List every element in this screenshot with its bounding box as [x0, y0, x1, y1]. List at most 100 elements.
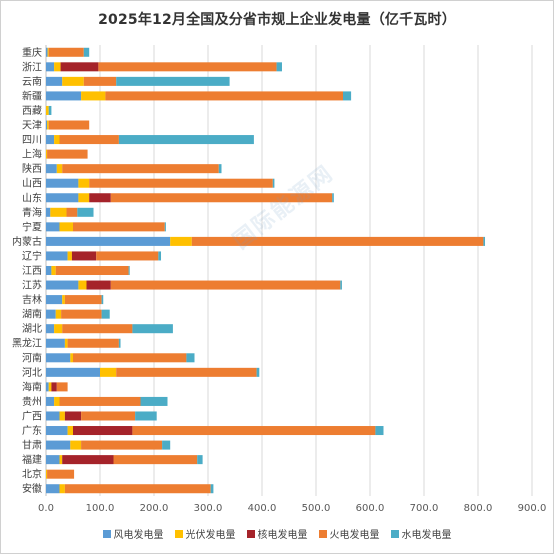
- bar-segment: [100, 367, 117, 377]
- legend-swatch: [318, 529, 327, 538]
- bar-segment: [110, 193, 333, 203]
- category-label: 河北: [22, 367, 42, 379]
- category-label: 青海: [22, 206, 42, 219]
- bar-segment: [46, 76, 63, 86]
- bar-segment: [132, 426, 376, 436]
- bar-segment: [48, 120, 90, 130]
- bar-segment: [96, 251, 159, 261]
- category-label: 河南: [22, 351, 42, 364]
- bar-segment: [186, 353, 195, 363]
- bar-segment: [50, 207, 67, 217]
- bar-segment: [46, 62, 55, 72]
- category-label: 天津: [22, 120, 42, 132]
- bar-segment: [170, 236, 192, 246]
- category-label: 上海: [22, 148, 42, 161]
- category-label: 吉林: [22, 293, 42, 306]
- bar-segment: [47, 149, 88, 159]
- bar-segment: [46, 47, 48, 57]
- bar-segment: [46, 353, 71, 363]
- bar-segment: [62, 164, 219, 174]
- legend-label: 光伏发电量: [185, 530, 236, 541]
- category-label: 内蒙古: [12, 235, 42, 248]
- bar-segment: [51, 382, 57, 392]
- bar-segment: [56, 382, 68, 392]
- bar-segment: [70, 353, 73, 363]
- category-label: 西藏: [22, 105, 42, 117]
- bar-segment: [54, 135, 60, 145]
- bar-segment: [140, 396, 168, 406]
- category-label: 云南: [22, 75, 42, 88]
- bar-segment: [89, 178, 273, 188]
- bar-segment: [89, 193, 111, 203]
- bar-segment: [46, 236, 171, 246]
- bar-segment: [46, 120, 48, 130]
- category-label: 重庆: [22, 46, 42, 59]
- bar-segment: [59, 135, 119, 145]
- bar-segment: [46, 484, 60, 494]
- bar-segment: [46, 455, 60, 465]
- bar-segment: [375, 426, 384, 436]
- bar-segment: [110, 280, 341, 290]
- legend-label: 火电发电量: [329, 530, 380, 541]
- bar-segment: [48, 382, 52, 392]
- bar-segment: [272, 178, 275, 188]
- category-label: 海南: [22, 380, 42, 393]
- bar-segment: [55, 309, 62, 319]
- bar-segment: [101, 295, 104, 305]
- category-label: 江西: [22, 265, 42, 277]
- legend: 风电发电量 光伏发电量 核电发电量 火电发电量 水电发电量: [0, 526, 554, 541]
- bar-segment: [66, 207, 78, 217]
- legend-item: 水电发电量: [390, 526, 452, 541]
- bar-segment: [46, 426, 68, 436]
- category-label: 新疆: [22, 89, 42, 102]
- bar-segment: [78, 193, 90, 203]
- legend-swatch: [174, 529, 183, 538]
- bar-segment: [64, 338, 68, 348]
- bar-segment: [113, 455, 198, 465]
- bar-segment: [197, 455, 203, 465]
- bar-segment: [46, 193, 79, 203]
- category-label: 山西: [22, 178, 42, 190]
- legend-swatch: [390, 529, 399, 538]
- bar-segment: [67, 426, 73, 436]
- bar-segment: [158, 251, 162, 261]
- bar-segment: [73, 426, 133, 436]
- x-tick-label: 800.0: [464, 503, 493, 514]
- bar-segment: [71, 251, 97, 261]
- bar-segment: [46, 222, 60, 232]
- bar-segment: [83, 76, 117, 86]
- x-tick-label: 700.0: [410, 503, 439, 514]
- bar-segment: [105, 91, 344, 101]
- bar-segment: [210, 484, 214, 494]
- legend-item: 光伏发电量: [174, 526, 236, 541]
- bar-segment: [343, 91, 352, 101]
- bar-segment: [83, 47, 90, 57]
- category-label: 贵州: [22, 395, 42, 408]
- chart-title: 2025年12月全国及分省市规上企业发电量（亿千瓦时）: [98, 12, 456, 28]
- bar-segment: [81, 411, 136, 421]
- bar-segment: [73, 353, 187, 363]
- bar-segment: [46, 265, 52, 276]
- category-label: 宁夏: [22, 220, 42, 233]
- bar-segment: [54, 62, 61, 72]
- bar-segment: [59, 484, 65, 494]
- bar-segment: [116, 367, 257, 377]
- bar-segment: [48, 105, 52, 115]
- bar-segment: [46, 135, 55, 145]
- category-label: 湖北: [22, 323, 42, 335]
- bar-segment: [73, 222, 165, 232]
- bar-segment: [46, 367, 100, 377]
- legend-item: 火电发电量: [318, 526, 380, 541]
- x-tick-label: 400.0: [248, 503, 277, 514]
- bar-segment: [46, 164, 57, 174]
- legend-label: 核电发电量: [257, 530, 308, 541]
- bar-segment: [128, 265, 130, 276]
- bar-segment: [67, 338, 119, 348]
- bar-segment: [46, 469, 48, 479]
- bar-segment: [218, 164, 222, 174]
- bar-segment: [81, 91, 106, 101]
- category-label: 四川: [22, 135, 42, 146]
- bar-segment: [46, 309, 56, 319]
- bar-segment: [98, 62, 277, 72]
